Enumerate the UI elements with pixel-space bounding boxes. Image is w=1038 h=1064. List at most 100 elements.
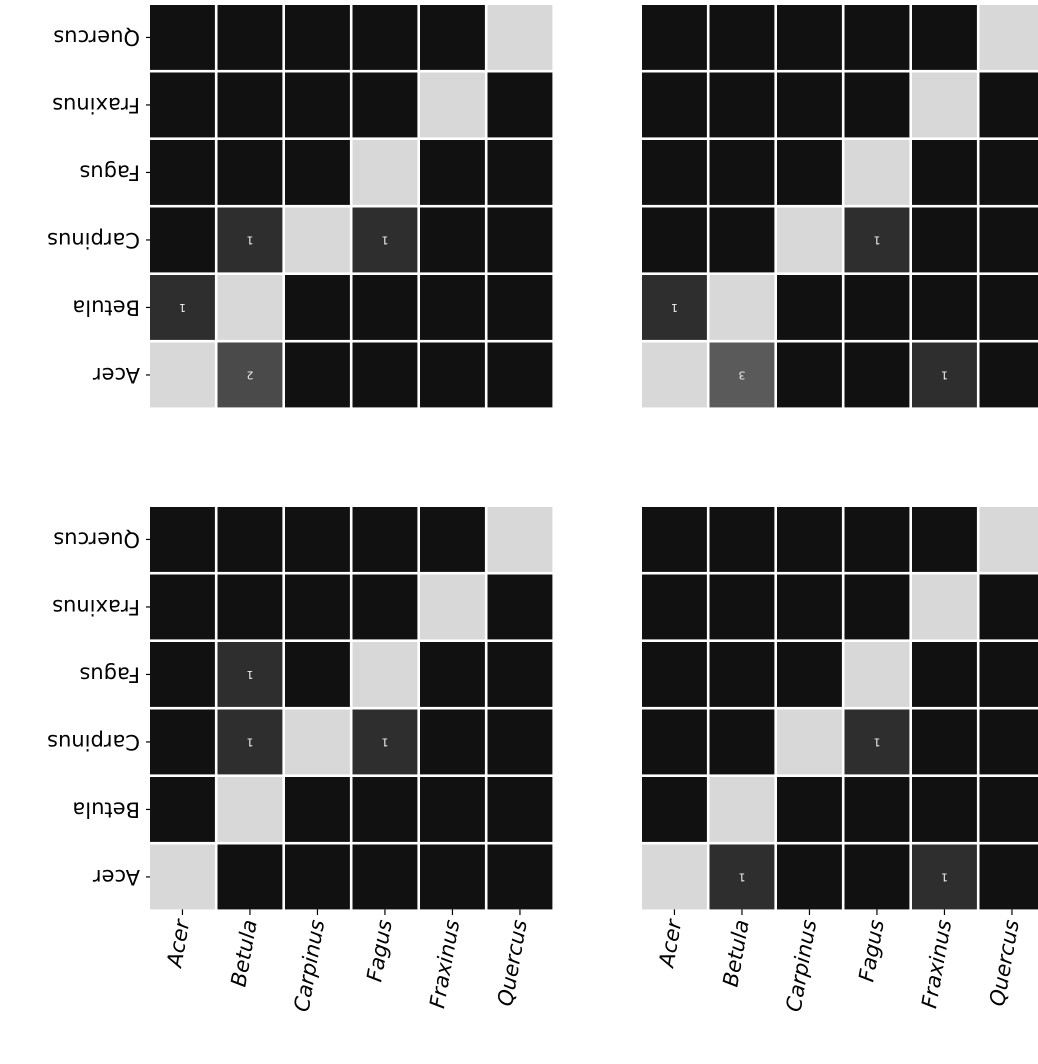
heatmap-cell: [150, 845, 215, 910]
y-tick-label: Fagus: [79, 662, 140, 686]
heatmap-cell: [285, 845, 350, 910]
heatmap-cell: [710, 710, 775, 775]
heatmap-cell: [845, 575, 910, 640]
heatmap-cell: [420, 208, 485, 273]
heatmap-cell: [150, 642, 215, 707]
cell-value-label: 1: [873, 233, 880, 246]
cell-value-label: 1: [671, 301, 678, 314]
heatmap-cell: [845, 642, 910, 707]
heatmap-cell: [845, 343, 910, 408]
heatmap-cell: [642, 208, 707, 273]
heatmap-cell: [488, 845, 553, 910]
heatmap-cell: [980, 642, 1038, 707]
y-tick-label: Fagus: [79, 160, 140, 184]
heatmap-cell: [218, 777, 283, 842]
y-tick-label: Betula: [72, 295, 140, 319]
heatmap-cell: [150, 208, 215, 273]
y-tick-label: Betula: [72, 797, 140, 821]
heatmap-cell: [285, 777, 350, 842]
heatmap-cell: [488, 73, 553, 138]
heatmap-cell: [420, 507, 485, 572]
heatmap-cell: [912, 507, 977, 572]
heatmap-cell: [980, 710, 1038, 775]
heatmap-cell: [912, 642, 977, 707]
heatmap-cell: [285, 642, 350, 707]
heatmap-cell: [777, 140, 842, 205]
heatmap-cell: [285, 5, 350, 70]
heatmap-cell: [710, 642, 775, 707]
heatmap-cell: [710, 275, 775, 340]
heatmap-cell: [488, 710, 553, 775]
heatmap-cell: [912, 777, 977, 842]
heatmap-cell: [912, 5, 977, 70]
y-tick-label: Carpinus: [47, 228, 140, 252]
heatmap-cell: [488, 275, 553, 340]
heatmap-cell: [285, 343, 350, 408]
heatmap-cell: [353, 507, 418, 572]
heatmap-cell: [777, 73, 842, 138]
heatmap-cell: [980, 507, 1038, 572]
y-tick-label: Fraxinus: [52, 595, 140, 619]
heatmap-cell: [420, 343, 485, 408]
heatmap-cell: [845, 507, 910, 572]
cell-value-label: 1: [941, 870, 948, 883]
heatmap-cell: [218, 275, 283, 340]
cell-value-label: 2: [246, 368, 253, 381]
cell-value-label: 1: [246, 735, 253, 748]
cell-value-label: 1: [246, 233, 253, 246]
heatmap-cell: [980, 5, 1038, 70]
heatmap-cell: [642, 140, 707, 205]
heatmap-cell: [642, 710, 707, 775]
heatmap-cell: [353, 343, 418, 408]
heatmap-cell: [845, 73, 910, 138]
heatmap-cell: [218, 507, 283, 572]
heatmap-cell: [642, 5, 707, 70]
heatmap-cell: [420, 5, 485, 70]
heatmap-cell: [150, 343, 215, 408]
x-tick-label: Fraxinus: [425, 918, 464, 1010]
heatmap-cell: [150, 73, 215, 138]
heatmap-cell: [420, 845, 485, 910]
cell-value-label: 1: [246, 668, 253, 681]
heatmap-cell: [353, 275, 418, 340]
heatmap-cell: [353, 777, 418, 842]
heatmap-cell: [710, 5, 775, 70]
heatmap-cell: [777, 343, 842, 408]
heatmap-cell: [488, 642, 553, 707]
heatmap-cell: [777, 642, 842, 707]
y-tick-label: Fraxinus: [52, 93, 140, 117]
cell-value-label: 1: [179, 301, 186, 314]
heatmap-cell: [777, 208, 842, 273]
heatmap-cell: [285, 275, 350, 340]
y-tick-label: Acer: [93, 865, 140, 889]
heatmap-cell: [285, 140, 350, 205]
y-tick-label: Acer: [93, 363, 140, 387]
x-tick-label: Quercus: [493, 918, 532, 1008]
x-tick-label: Acer: [654, 917, 686, 971]
heatmap-cell: [912, 208, 977, 273]
heatmap-cell: [642, 343, 707, 408]
heatmap-cell: [845, 140, 910, 205]
x-tick-label: Betula: [226, 918, 261, 989]
heatmap-cell: [150, 710, 215, 775]
heatmap-cell: [777, 777, 842, 842]
heatmap-cell: [488, 777, 553, 842]
heatmap-cell: [980, 140, 1038, 205]
x-tick-label: Fagus: [362, 918, 397, 984]
heatmap-cell: [845, 275, 910, 340]
heatmap-cell: [980, 275, 1038, 340]
heatmap-cell: [150, 140, 215, 205]
heatmap-cell: [710, 777, 775, 842]
heatmap-cell: [218, 5, 283, 70]
heatmap-cell: [285, 575, 350, 640]
heatmap-cell: [710, 575, 775, 640]
heatmap-cell: [285, 507, 350, 572]
heatmap-cell: [488, 507, 553, 572]
x-tick-label: Quercus: [985, 918, 1024, 1008]
heatmap-cell: [218, 845, 283, 910]
heatmap-cell: [285, 208, 350, 273]
heatmap-cell: [642, 575, 707, 640]
